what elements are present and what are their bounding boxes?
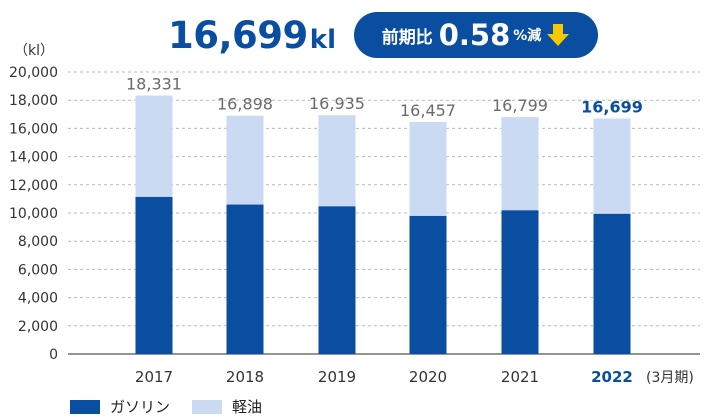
- y-tick-label: 14,000: [9, 150, 58, 166]
- y-tick-label: 2,000: [18, 319, 58, 335]
- headline-value: 16,699: [168, 14, 308, 57]
- y-tick-label: 18,000: [9, 93, 58, 109]
- bar-gasoline: [226, 204, 264, 354]
- change-suffix: %減: [513, 28, 542, 44]
- bar-total-label: 16,799: [492, 96, 548, 115]
- bar-diesel: [226, 115, 264, 205]
- bar-total-label: 16,699: [581, 98, 643, 117]
- y-axis-unit-label: （kl）: [14, 43, 54, 59]
- y-tick-label: 0: [49, 347, 58, 363]
- change-label: 前期比: [381, 27, 433, 48]
- x-tick-label: 2021: [501, 368, 539, 386]
- bar-diesel: [593, 118, 631, 214]
- change-value: 0.58: [438, 18, 511, 52]
- y-tick-label: 12,000: [9, 178, 58, 194]
- legend: ガソリン 軽油: [70, 396, 284, 417]
- headline-unit: kl: [309, 25, 336, 55]
- x-tick-label: 2020: [409, 368, 447, 386]
- y-tick-label: 20,000: [9, 65, 58, 81]
- y-tick-label: 4,000: [18, 291, 58, 307]
- legend-item-diesel: 軽油: [192, 396, 262, 417]
- bar-gasoline: [593, 213, 631, 354]
- x-tick-label: 2022: [591, 368, 633, 386]
- bar-diesel: [135, 95, 173, 197]
- bar-gasoline: [409, 215, 447, 354]
- bar-total-label: 16,935: [309, 94, 365, 113]
- bar-gasoline: [501, 210, 539, 354]
- bar-gasoline: [135, 196, 173, 354]
- legend-label-diesel: 軽油: [232, 398, 263, 416]
- bar-diesel: [501, 117, 539, 211]
- y-tick-label: 10,000: [9, 206, 58, 222]
- bar-gasoline: [318, 206, 356, 354]
- legend-swatch-gasoline: [70, 399, 100, 414]
- headline-total: 16,699kl: [168, 14, 336, 57]
- y-tick-label: 6,000: [18, 262, 58, 278]
- x-tick-label: 2019: [318, 368, 356, 386]
- legend-swatch-diesel: [192, 399, 223, 414]
- bar-total-label: 18,331: [126, 75, 182, 94]
- bar-diesel: [318, 115, 356, 207]
- x-axis-period-note: (3月期): [646, 370, 694, 386]
- y-tick-label: 16,000: [9, 121, 58, 137]
- bar-total-label: 16,457: [400, 101, 456, 120]
- legend-label-gasoline: ガソリン: [110, 398, 171, 416]
- bar-diesel: [409, 121, 447, 216]
- bar-total-label: 16,898: [217, 95, 273, 114]
- legend-item-gasoline: ガソリン: [70, 396, 170, 417]
- x-tick-label: 2018: [226, 368, 264, 386]
- x-tick-label: 2017: [135, 368, 173, 386]
- change-badge: 前期比 0.58 %減: [354, 12, 598, 58]
- y-tick-label: 8,000: [18, 234, 58, 250]
- down-arrow-icon: [547, 24, 570, 46]
